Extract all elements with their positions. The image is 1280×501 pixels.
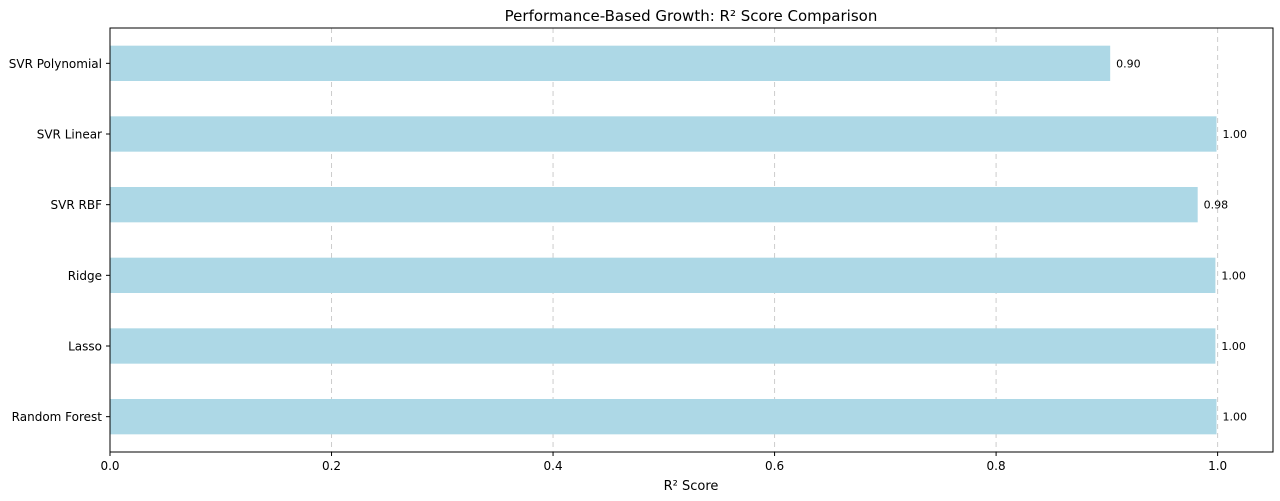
category-label: Ridge [68, 269, 102, 283]
category-label: SVR RBF [51, 198, 103, 212]
x-tick-label: 0.8 [987, 459, 1006, 473]
category-label: Lasso [68, 340, 102, 354]
bar [110, 328, 1216, 364]
x-tick-label: 0.6 [765, 459, 784, 473]
bar-data-label: 1.00 [1221, 340, 1246, 353]
chart-title: Performance-Based Growth: R² Score Compa… [505, 7, 878, 25]
bar [110, 399, 1217, 435]
category-label: SVR Linear [37, 128, 102, 142]
category-label: SVR Polynomial [9, 57, 102, 71]
bars-layer: 0.90 1.00 0.98 1.00 1.00 1.00 [110, 45, 1248, 435]
category-label: Random Forest [12, 410, 103, 424]
bar [110, 257, 1216, 293]
x-tick-label: 0.0 [100, 459, 119, 473]
bar-data-label: 1.00 [1221, 269, 1246, 282]
x-axis-label: R² Score [664, 479, 719, 494]
grid-layer [109, 28, 1219, 452]
plot-frame [109, 27, 1274, 453]
x-tick-label: 0.2 [322, 459, 341, 473]
y-axis: SVR Polynomial SVR Linear SVR RBF Ridge Lass… [9, 57, 110, 424]
bar [110, 45, 1111, 81]
bar-data-label: 0.90 [1116, 57, 1141, 70]
bar-data-label: 1.00 [1223, 128, 1248, 141]
x-tick-label: 0.4 [544, 459, 563, 473]
bar-data-label: 0.98 [1204, 199, 1229, 212]
x-axis: 0.0 0.2 0.4 0.6 0.8 1.0 [100, 452, 1227, 473]
bar [110, 187, 1198, 223]
bar-data-label: 1.00 [1223, 411, 1248, 424]
bar [110, 116, 1217, 152]
x-tick-label: 1.0 [1208, 459, 1227, 473]
